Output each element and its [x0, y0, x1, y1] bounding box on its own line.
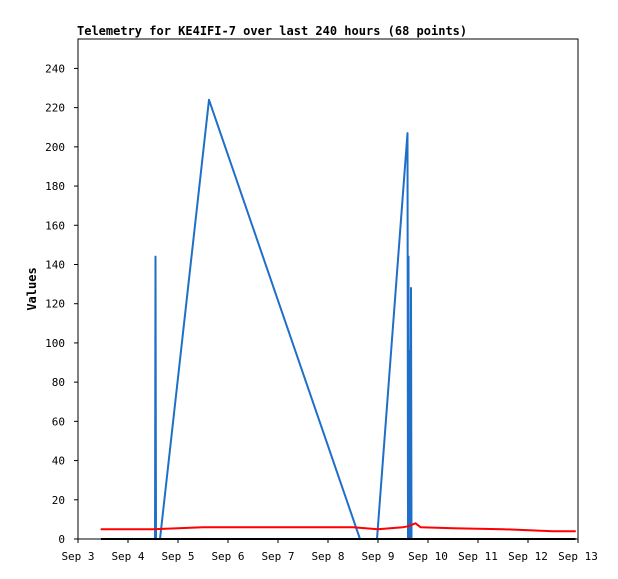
x-tick-label: Sep 3: [61, 550, 94, 563]
data-point: [574, 538, 577, 540]
x-tick-label: Sep 10: [408, 550, 448, 563]
series-2: [100, 522, 577, 533]
x-tick-label: Sep 5: [161, 550, 194, 563]
y-tick-label: 220: [45, 102, 65, 115]
x-tick-label: Sep 13: [558, 550, 598, 563]
data-point: [407, 256, 410, 258]
x-tick-label: Sep 7: [261, 550, 294, 563]
data-point: [410, 287, 412, 289]
data-point: [414, 522, 417, 524]
y-tick-label: 0: [58, 533, 65, 546]
data-point: [202, 526, 204, 528]
plot-frame: [77, 38, 579, 540]
data-point: [502, 528, 504, 530]
y-tick-label: 200: [45, 141, 65, 154]
data-point: [100, 538, 102, 540]
y-tick-label: 100: [45, 337, 65, 350]
y-axis-ticks: 0 20 40 60 80 100 120 140 160 180 200 220 240: [45, 62, 78, 546]
series-1: [154, 98, 414, 540]
x-tick-label: Sep 6: [211, 550, 244, 563]
chart-title: Telemetry for KE4IFI-7 over last 240 hou…: [77, 24, 467, 38]
data-point: [407, 525, 409, 527]
data-point: [406, 132, 409, 134]
y-tick-label: 60: [52, 415, 65, 428]
y-tick-label: 40: [52, 455, 65, 468]
data-point: [574, 530, 577, 532]
x-tick-label: Sep 4: [111, 550, 144, 563]
data-point: [252, 526, 254, 528]
series-1-line: [154, 98, 413, 540]
y-tick-label: 180: [45, 180, 65, 193]
data-point: [154, 256, 157, 258]
series-3: [100, 538, 577, 540]
x-tick-label: Sep 8: [311, 550, 344, 563]
y-tick-label: 20: [52, 494, 65, 507]
data-point: [100, 528, 102, 530]
data-point: [377, 528, 379, 530]
y-axis-label: Values: [25, 267, 39, 310]
series-layer: [100, 98, 577, 540]
data-point: [208, 99, 210, 101]
x-axis-ticks: Sep 3 Sep 4 Sep 5 Sep 6 Sep 7 Sep 8 Sep 9 Sep 1…: [61, 539, 598, 563]
y-tick-label: 160: [45, 219, 65, 232]
x-tick-label: Sep 9: [361, 550, 394, 563]
data-point: [352, 526, 354, 528]
y-tick-label: 140: [45, 258, 65, 271]
data-point: [152, 528, 154, 530]
y-tick-label: 80: [52, 376, 65, 389]
data-point: [552, 530, 554, 532]
x-tick-label: Sep 11: [458, 550, 498, 563]
y-tick-label: 240: [45, 62, 65, 75]
data-point: [402, 526, 404, 528]
data-point: [177, 527, 179, 529]
data-point: [452, 527, 454, 529]
series-2-line: [101, 522, 576, 533]
y-tick-label: 120: [45, 298, 65, 311]
data-point: [409, 350, 411, 352]
data-point: [419, 526, 422, 528]
x-tick-label: Sep 12: [508, 550, 548, 563]
